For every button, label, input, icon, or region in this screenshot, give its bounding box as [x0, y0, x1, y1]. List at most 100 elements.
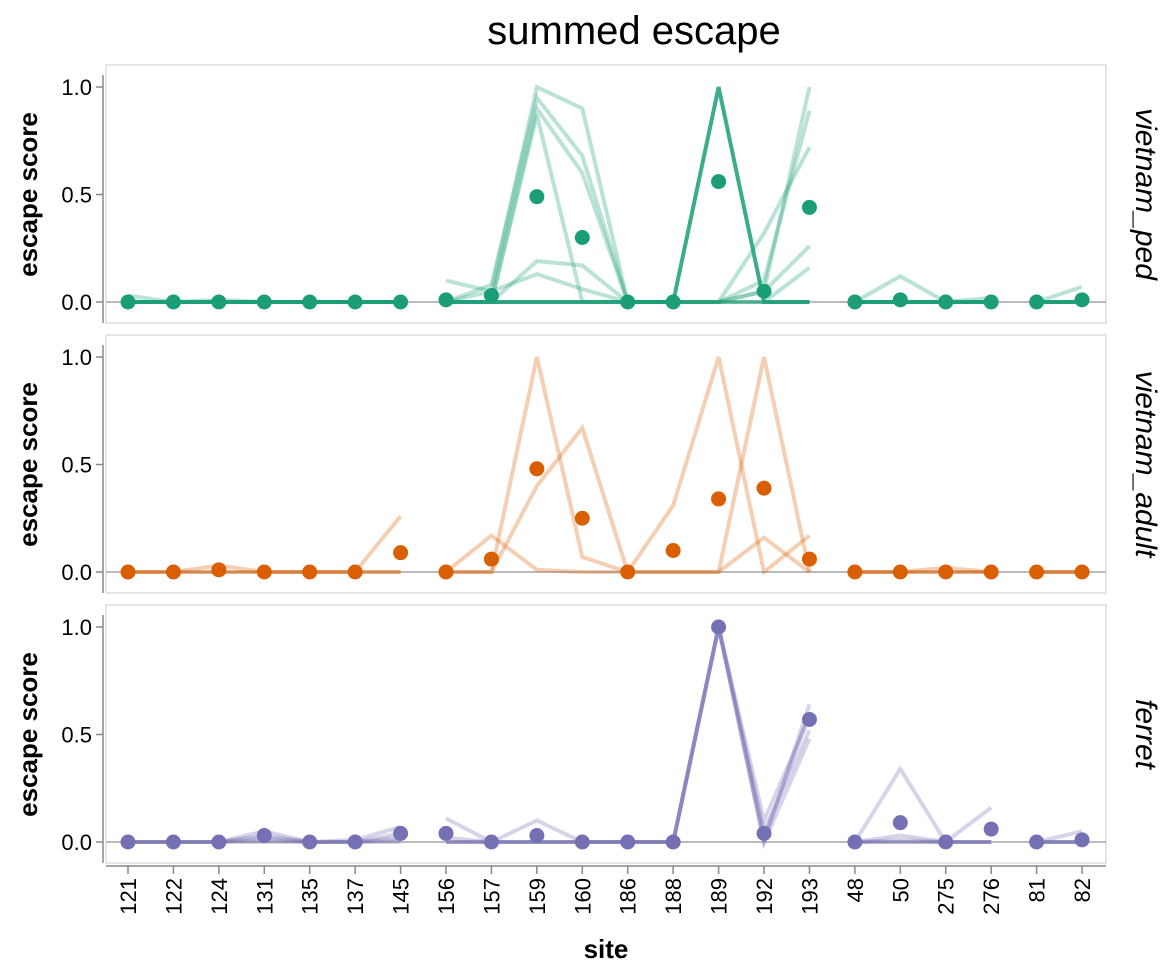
- mean-point-vietnam_ped-160: [574, 230, 590, 245]
- series-line-vietnam_ped-4: [446, 114, 811, 304]
- facet-label: vietnam_ped: [1129, 108, 1162, 281]
- x-tick-label: 50: [888, 878, 913, 902]
- mean-point-ferret-193: [801, 711, 817, 727]
- series-line-ferret-3: [854, 837, 992, 844]
- mean-point-ferret-81: [1029, 834, 1045, 850]
- mean-point-vietnam_adult-48: [847, 564, 863, 580]
- series-line-ferret-2: [446, 626, 812, 844]
- facet-label: vietnam_adult: [1129, 371, 1162, 559]
- facet-panel-vietnam_ped: 0.0 0.5 1.0 escape score vietnam_ped: [13, 64, 1162, 324]
- x-axis: 121 122 124 131 135 137 145 156 157 159 160 186 188 1…: [106, 865, 1106, 915]
- mean-point-vietnam_adult-131: [256, 564, 272, 580]
- x-tick-label: 157: [479, 878, 504, 915]
- series-line-vietnam_ped-1: [1035, 285, 1083, 304]
- mean-point-ferret-131: [256, 828, 272, 844]
- mean-point-vietnam_adult-137: [347, 564, 363, 580]
- mean-point-ferret-160: [574, 834, 590, 850]
- mean-point-vietnam_ped-135: [302, 294, 318, 310]
- y-axis-title: escape score: [13, 652, 43, 817]
- facet-label: ferret: [1129, 699, 1162, 771]
- x-tick-label: 276: [979, 878, 1004, 915]
- mean-point-vietnam_ped-82: [1074, 292, 1090, 308]
- series-line-vietnam_adult-1: [446, 356, 812, 574]
- y-tick-label: 0.0: [61, 290, 92, 315]
- mean-point-vietnam_adult-122: [165, 564, 181, 580]
- x-tick-label: 48: [843, 878, 868, 902]
- series-line-ferret-4: [446, 626, 812, 845]
- x-tick-label: 159: [525, 878, 550, 915]
- mean-point-vietnam_ped-189: [711, 174, 727, 190]
- panel-frame: [105, 334, 1107, 594]
- mean-point-vietnam_adult-193: [801, 551, 817, 567]
- series-line-ferret-3: [446, 626, 812, 849]
- mean-point-vietnam_adult-121: [120, 564, 136, 580]
- mean-point-vietnam_ped-50: [892, 292, 908, 308]
- mean-point-vietnam_ped-156: [438, 292, 454, 308]
- panel-frame: [105, 64, 1107, 324]
- mean-point-vietnam_ped-131: [256, 294, 272, 310]
- mean-point-vietnam_ped-159: [529, 189, 545, 205]
- mean-point-vietnam_adult-189: [711, 491, 727, 507]
- mean-point-vietnam_adult-82: [1074, 564, 1090, 580]
- x-tick-label: 121: [116, 878, 141, 915]
- mean-point-vietnam_adult-135: [302, 564, 318, 580]
- x-tick-label: 275: [934, 878, 959, 915]
- y-tick-label: 0.5: [61, 723, 92, 748]
- mean-point-ferret-145: [393, 825, 409, 841]
- series-line-ferret-0: [445, 626, 812, 850]
- mean-point-vietnam_adult-192: [756, 480, 772, 496]
- mean-point-vietnam_adult-276: [983, 564, 999, 580]
- series-line-vietnam_ped-1: [853, 273, 992, 305]
- x-tick-label: 156: [434, 878, 459, 915]
- facet-panel-vietnam_adult: 0.0 0.5 1.0 escape score vietnam_adult: [13, 334, 1162, 594]
- series-line-ferret-1: [445, 626, 812, 844]
- x-tick-label: 189: [707, 878, 732, 915]
- mean-point-vietnam_ped-193: [801, 199, 817, 215]
- y-tick-label: 0.0: [61, 830, 92, 855]
- mean-point-vietnam_adult-157: [483, 551, 499, 567]
- mean-point-vietnam_adult-159: [529, 461, 545, 477]
- y-tick-label: 0.5: [61, 183, 92, 208]
- mean-point-vietnam_adult-186: [620, 564, 636, 580]
- series-line-vietnam_adult-0: [446, 356, 811, 576]
- x-tick-label: 137: [343, 878, 368, 915]
- mean-point-ferret-157: [483, 834, 499, 850]
- y-axis-title: escape score: [13, 112, 43, 277]
- series-line-ferret-1: [854, 833, 992, 844]
- x-tick-label: 122: [161, 878, 186, 915]
- mean-point-ferret-50: [892, 815, 908, 831]
- mean-point-vietnam_ped-186: [620, 294, 636, 310]
- mean-point-ferret-186: [620, 834, 636, 850]
- mean-point-vietnam_ped-275: [938, 294, 954, 310]
- mean-point-vietnam_adult-156: [438, 564, 454, 580]
- mean-point-vietnam_ped-276: [983, 294, 999, 310]
- mean-point-vietnam_ped-157: [483, 288, 499, 304]
- mean-point-ferret-121: [120, 834, 136, 850]
- mean-point-vietnam_adult-160: [574, 510, 590, 526]
- mean-point-vietnam_adult-81: [1029, 564, 1045, 580]
- mean-point-vietnam_ped-188: [665, 294, 681, 310]
- chart-title: summed escape: [487, 9, 780, 53]
- x-axis-title: site: [584, 934, 629, 964]
- mean-point-ferret-156: [438, 825, 454, 841]
- mean-point-ferret-48: [847, 834, 863, 850]
- mean-point-vietnam_ped-121: [120, 294, 136, 310]
- series-line-ferret-0: [853, 765, 993, 845]
- y-tick-label: 0.5: [61, 453, 92, 478]
- mean-point-vietnam_adult-124: [211, 562, 227, 578]
- x-tick-label: 124: [207, 878, 232, 915]
- x-tick-label: 131: [252, 878, 277, 915]
- x-tick-label: 193: [797, 878, 822, 915]
- y-axis-title: escape score: [13, 382, 43, 547]
- x-tick-label: 186: [616, 878, 641, 915]
- mean-point-ferret-192: [756, 825, 772, 841]
- y-tick-label: 1.0: [61, 615, 92, 640]
- mean-point-vietnam_ped-122: [165, 294, 181, 310]
- mean-point-vietnam_adult-145: [393, 545, 409, 561]
- mean-point-vietnam_adult-275: [938, 564, 954, 580]
- mean-point-vietnam_adult-50: [892, 564, 908, 580]
- mean-point-ferret-276: [983, 821, 999, 837]
- y-tick-label: 0.0: [61, 560, 92, 585]
- x-tick-label: 135: [298, 878, 323, 915]
